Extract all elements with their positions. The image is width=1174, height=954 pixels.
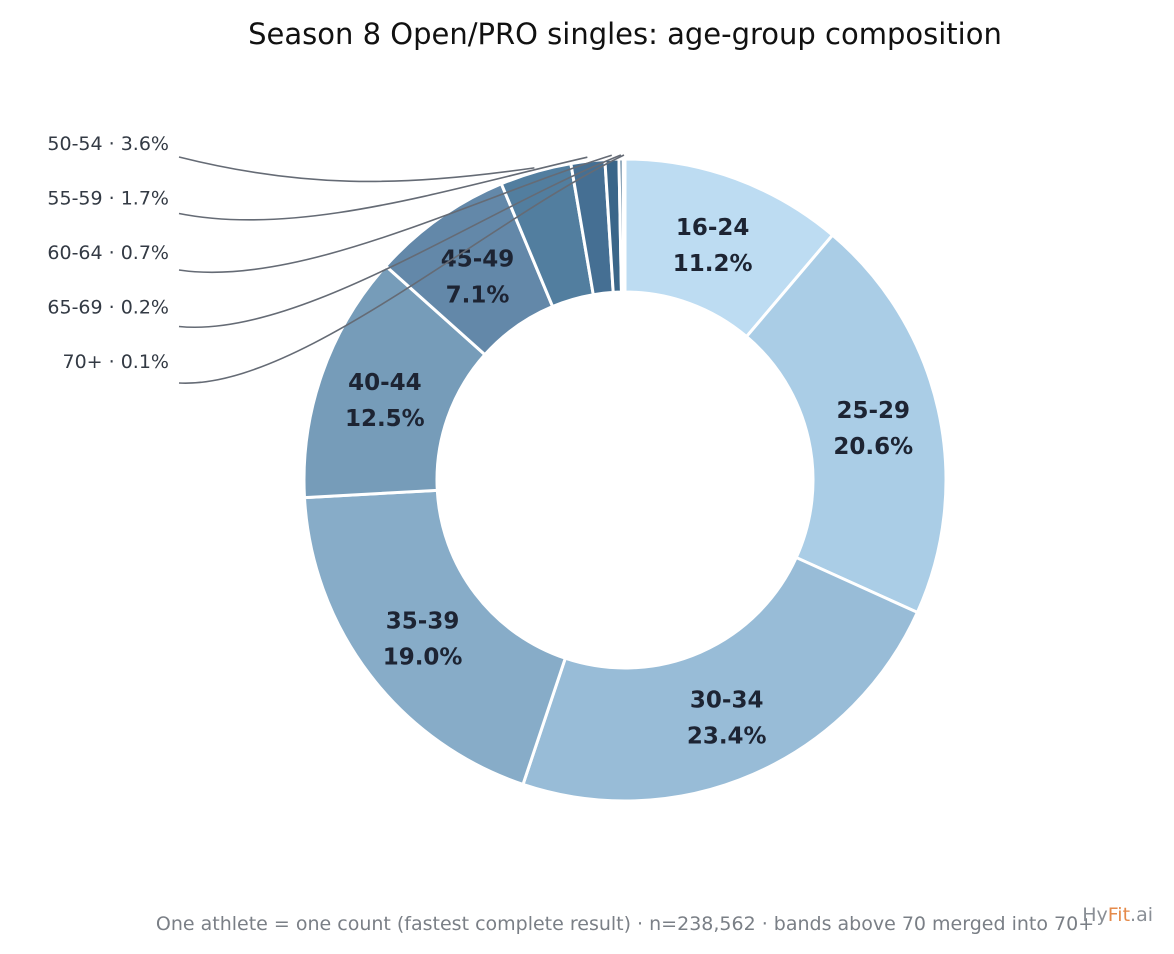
slice-label-30-34: 30-34 23.4% xyxy=(687,687,767,749)
brand-highlight: Fit xyxy=(1108,904,1130,926)
slice-label-40-44: 40-44 12.5% xyxy=(345,370,425,432)
slice-label-25-29: 25-29 20.6% xyxy=(833,398,913,460)
slice-label-35-39: 35-39 19.0% xyxy=(383,608,463,670)
callout-label-70+: 70+ · 0.1% xyxy=(63,351,170,373)
donut-slices xyxy=(302,157,948,803)
slice-label-16-24: 16-24 11.2% xyxy=(673,215,753,277)
slice-labels: 16-24 11.2% 25-29 20.6% 30-34 23.4% 35-39 19.0%… xyxy=(345,215,913,749)
brand-watermark: HyFit.ai xyxy=(1082,904,1153,926)
leader-line-55-59 xyxy=(178,156,588,221)
callout-label-50-54: 50-54 · 3.6% xyxy=(47,133,169,155)
leader-line-65-69 xyxy=(178,154,622,329)
chart-title: Season 8 Open/PRO singles: age-group com… xyxy=(248,17,1002,51)
brand-prefix: Hy xyxy=(1082,904,1108,926)
leader-line-60-64 xyxy=(178,154,612,274)
callout-label-60-64: 60-64 · 0.7% xyxy=(47,242,169,264)
callout-label-55-59: 55-59 · 1.7% xyxy=(47,188,169,210)
brand-suffix: .ai xyxy=(1130,904,1153,926)
footer-note: One athlete = one count (fastest complet… xyxy=(156,913,1094,935)
slice-30-34 xyxy=(521,555,920,803)
slice-35-39 xyxy=(302,488,568,787)
slice-70+ xyxy=(621,157,627,294)
callout-labels: 50-54 · 3.6% 55-59 · 1.7% 60-64 · 0.7% 65-6… xyxy=(47,133,625,384)
leader-line-70+ xyxy=(178,154,625,384)
callout-label-65-69: 65-69 · 0.2% xyxy=(47,297,169,319)
slice-25-29 xyxy=(744,232,948,615)
leader-line-50-54 xyxy=(178,156,535,183)
